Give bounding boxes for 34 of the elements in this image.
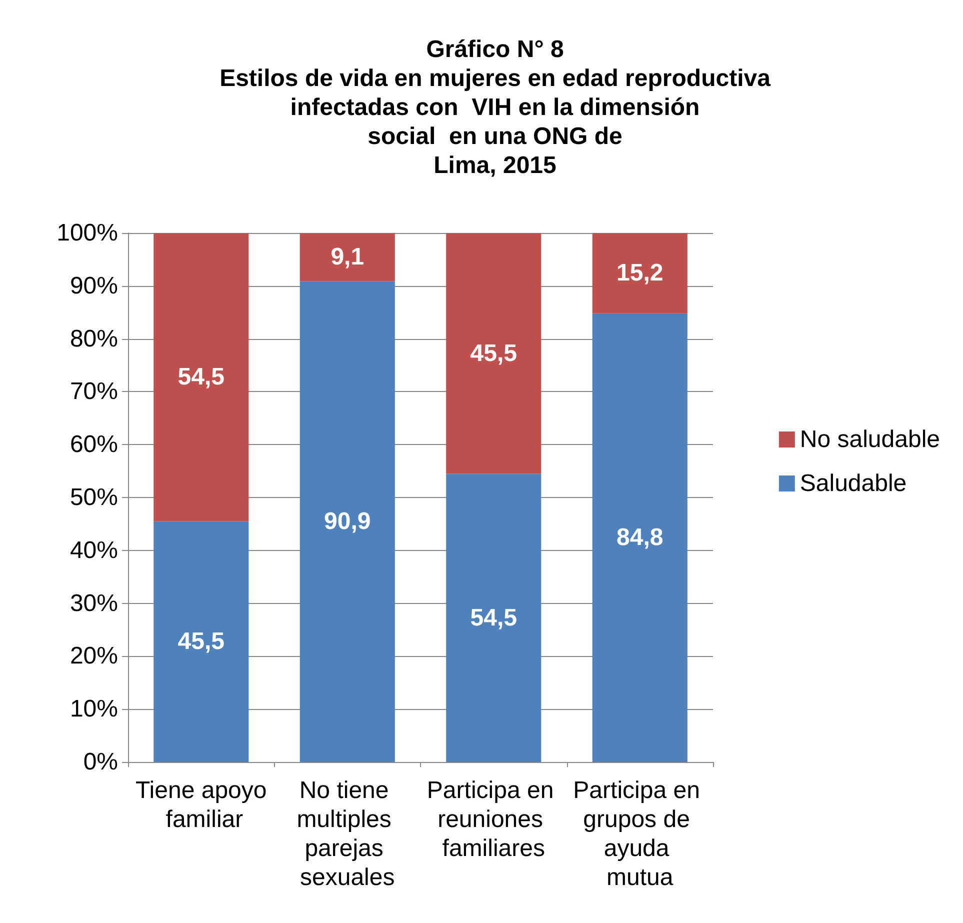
bar [446, 474, 542, 762]
chart-title: Gráfico N° 8 Estilos de vida en mujeres en edad reproductiva infectadas con VIH en la dimensión social en una ONG de Lima, 2015 [220, 36, 772, 179]
y-tick-label: 60% [70, 431, 118, 458]
legend-label: Saludable [800, 470, 907, 497]
x-tick-label: No tiene multiples parejas sexuales [296, 777, 398, 891]
y-tick-label: 80% [70, 325, 118, 352]
data-label: 9,1 [330, 244, 364, 271]
y-tick-label: 30% [70, 590, 118, 617]
bar [300, 233, 395, 282]
bar [300, 281, 395, 762]
y-tick-label: 20% [70, 642, 118, 670]
y-tick-label: 100% [56, 220, 118, 246]
bar [154, 233, 249, 522]
x-tick-label: Tiene apoyo familiar [136, 777, 267, 833]
y-tick-label: 90% [70, 272, 118, 300]
bar [154, 521, 249, 762]
x-tick-label: Participa en reuniones familiares [426, 777, 560, 862]
data-label: 54,5 [178, 364, 224, 391]
bar [592, 233, 688, 314]
data-label: 90,9 [324, 508, 371, 536]
bar [592, 313, 688, 762]
y-tick-label: 10% [70, 696, 118, 723]
data-label: 15,2 [616, 260, 664, 287]
y-tick-label: 0% [83, 748, 118, 776]
data-label: 45,5 [470, 340, 517, 367]
data-label: 45,5 [178, 628, 224, 656]
data-label: 54,5 [470, 604, 517, 632]
x-tick-label: Participa en grupos de ayuda mutua [573, 777, 707, 891]
bar [446, 233, 542, 474]
y-tick-label: 70% [70, 378, 118, 406]
data-label: 84,8 [616, 524, 664, 552]
legend-label: No saludable [800, 426, 940, 453]
y-tick-label: 40% [70, 536, 118, 564]
y-tick-label: 50% [70, 484, 118, 511]
